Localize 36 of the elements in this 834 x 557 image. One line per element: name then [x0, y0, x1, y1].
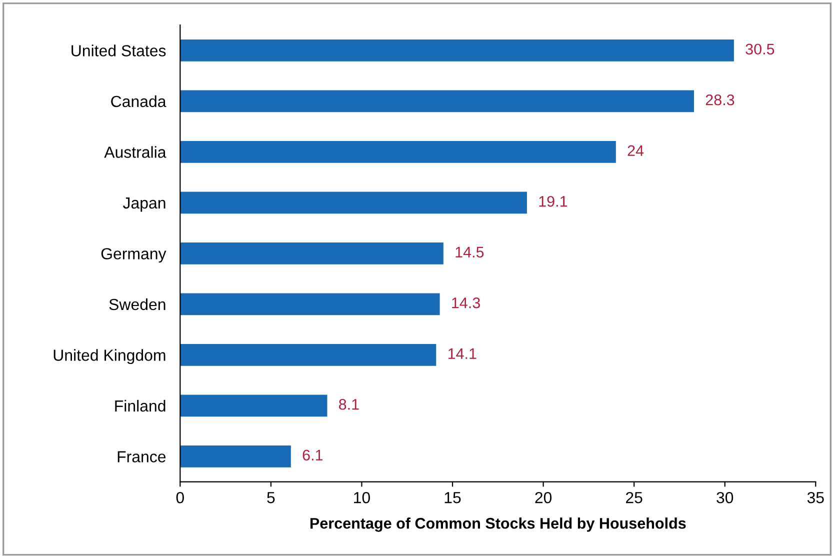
y-tick-label: United Kingdom	[54, 349, 166, 364]
bar	[180, 192, 527, 214]
x-tick-label: 20	[535, 492, 552, 504]
data-label: 30.5	[746, 44, 774, 55]
x-tick-label: 5	[267, 492, 275, 504]
y-tick-label: France	[118, 451, 166, 462]
bar	[180, 344, 436, 366]
y-tick-label: United States	[72, 44, 166, 56]
data-label: 19.1	[539, 196, 568, 207]
data-label: 14.3	[452, 297, 480, 308]
y-tick-label: Germany	[101, 248, 166, 263]
bar	[180, 90, 694, 112]
x-tick-label: 10	[354, 492, 370, 504]
y-tick-label: Finland	[115, 400, 166, 412]
y-tick-label: Canada	[111, 95, 166, 108]
y-tick-label: Japan	[122, 197, 166, 212]
data-label: 14.1	[448, 348, 476, 359]
bar	[180, 242, 444, 264]
bar	[180, 141, 616, 163]
x-tick-label: 35	[807, 492, 824, 504]
bar	[180, 293, 440, 316]
data-label: 6.1	[302, 450, 323, 461]
data-label: 14.5	[456, 246, 484, 258]
data-label: 24	[628, 145, 644, 156]
x-axis-title: Percentage of Common Stocks Held by Households	[310, 518, 686, 532]
x-tick-label: 25	[626, 492, 642, 504]
bar	[180, 40, 734, 62]
bar	[180, 394, 328, 417]
data-label: 28.3	[706, 94, 734, 106]
x-tick-label: 15	[444, 492, 461, 504]
x-tick-label: 30	[716, 492, 734, 504]
data-label: 8.1	[338, 398, 359, 410]
bar	[180, 446, 291, 468]
y-tick-label: Sweden	[109, 298, 166, 310]
x-tick-label: 0	[176, 492, 184, 504]
y-tick-label: Australia	[104, 146, 166, 158]
